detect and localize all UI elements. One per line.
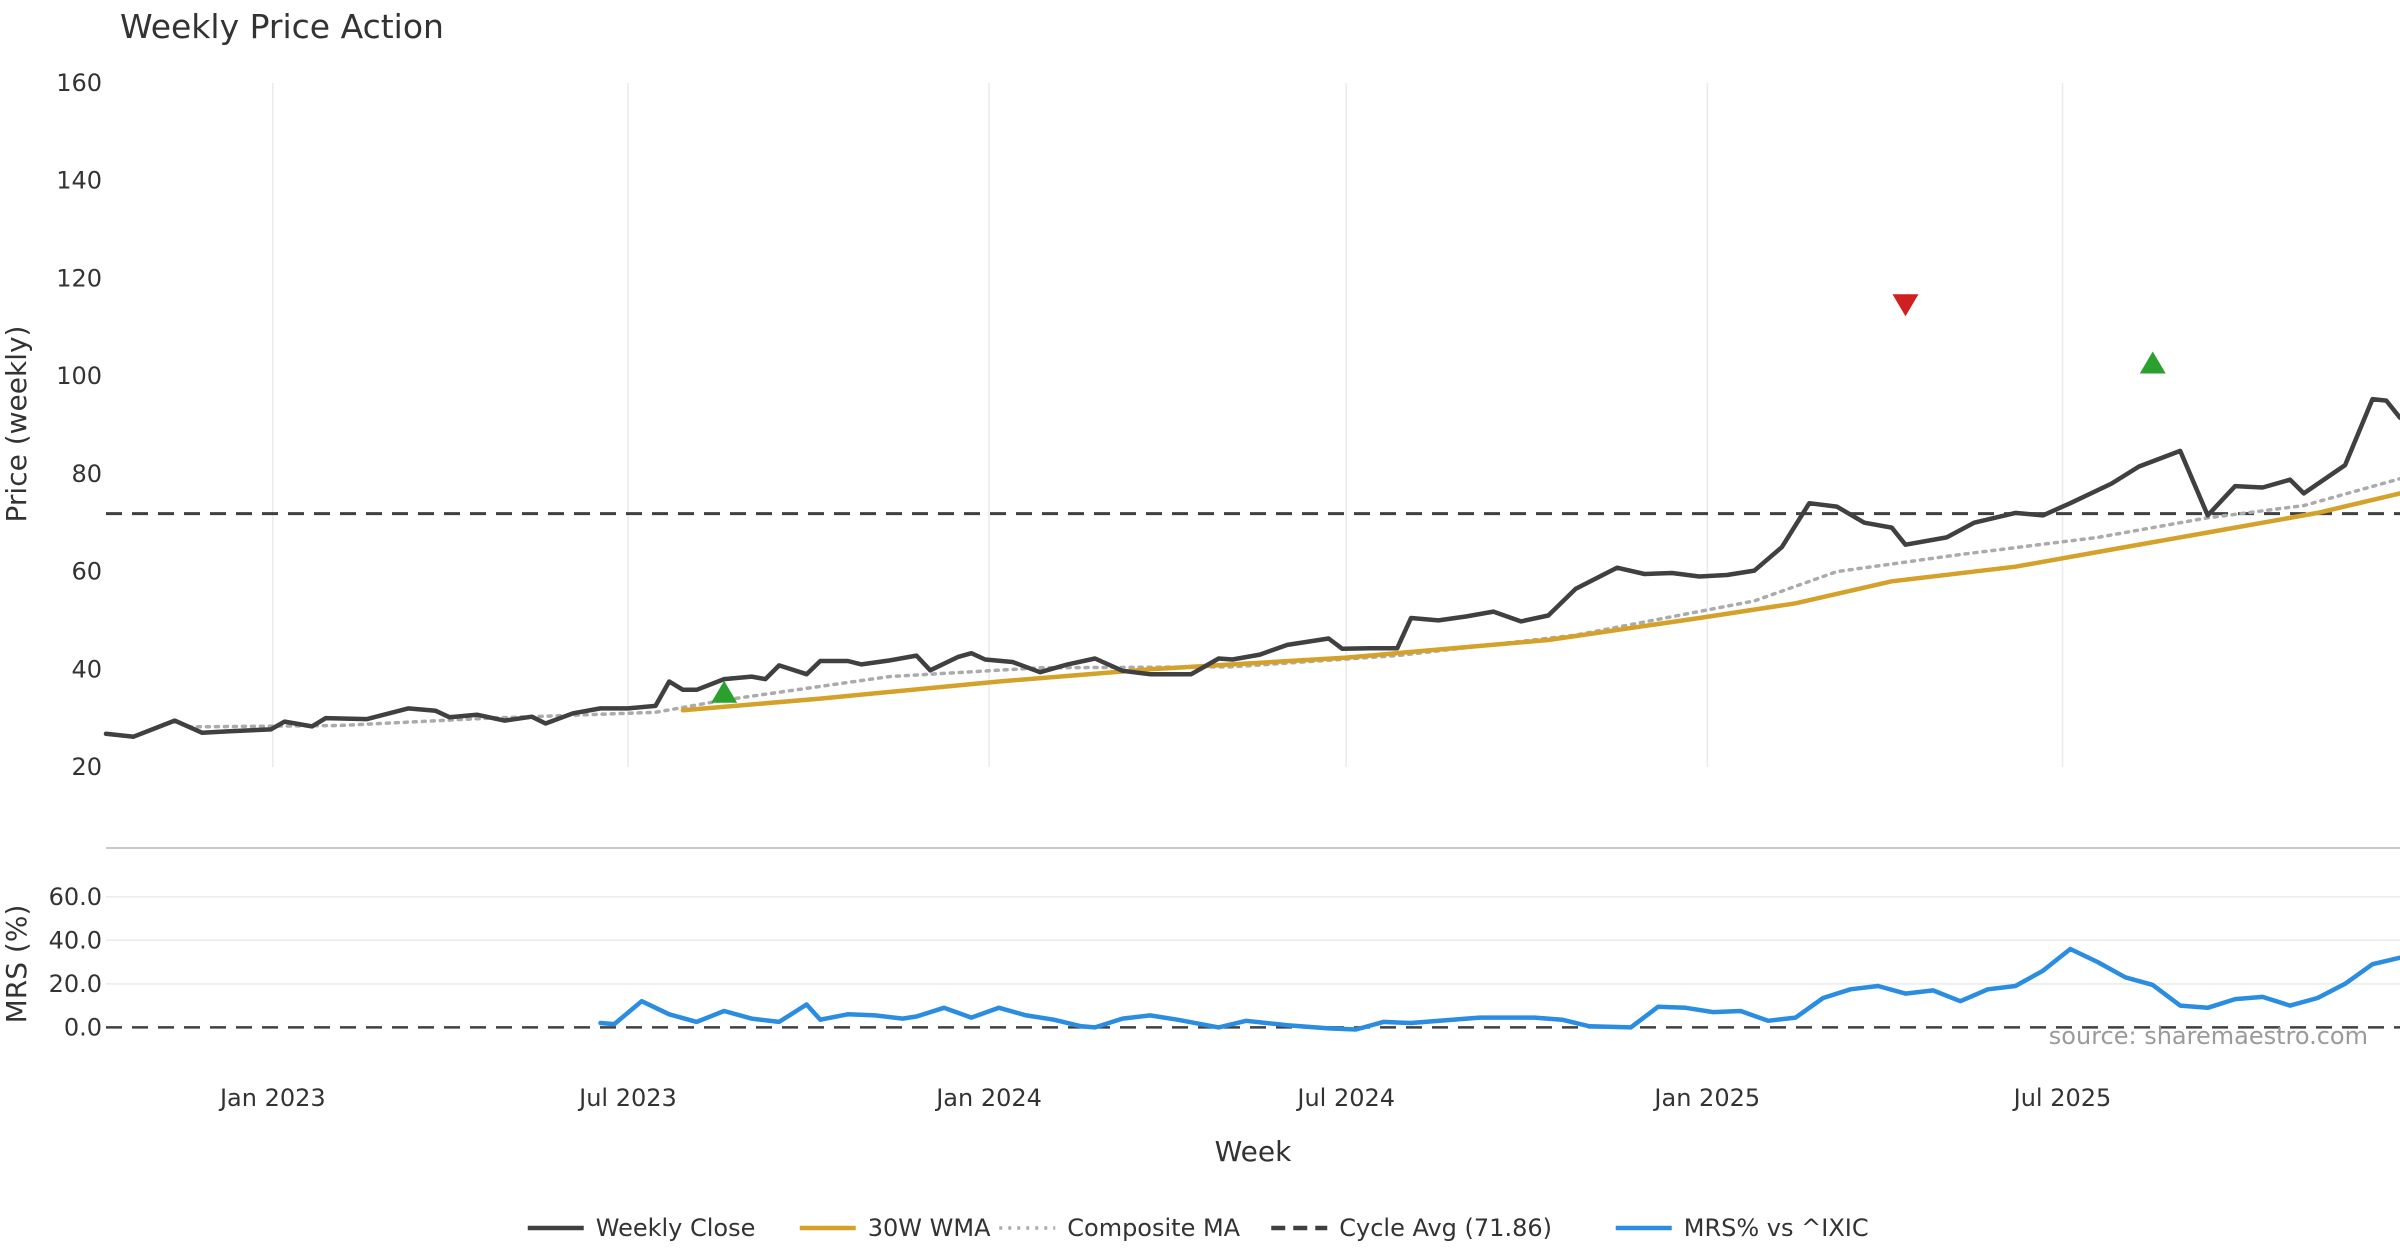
weekly-close-line — [103, 396, 2400, 739]
legend-item: Cycle Avg (71.86) — [1271, 1214, 1552, 1242]
source-watermark: source: sharemaestro.com — [2049, 1022, 2368, 1050]
mrs-y-tick-label: 60.0 — [49, 883, 102, 911]
signal-markers — [711, 294, 2166, 703]
mrs-y-axis-label: MRS (%) — [0, 905, 33, 1024]
price-series-lines — [103, 396, 2400, 739]
price-y-tick-label: 120 — [56, 264, 102, 292]
legend-item: Weekly Close — [527, 1214, 756, 1242]
x-tick-label: Jan 2023 — [218, 1084, 326, 1112]
mrs-y-tick-label: 40.0 — [49, 926, 102, 954]
legend-item: MRS% vs ^IXIC — [1615, 1214, 1869, 1242]
price-y-tick-labels: 20 40 60 80 100 120 140 160 — [56, 69, 102, 781]
legend-label: 30W WMA — [868, 1214, 991, 1242]
legend: Weekly Close 30W WMA Composite MA Cycle Avg… — [527, 1214, 1869, 1242]
price-y-tick-label: 160 — [56, 69, 102, 97]
mrs-ixic-line — [598, 946, 2400, 1032]
price-y-axis-label: Price (weekly) — [0, 326, 33, 523]
x-tick-label: Jul 2025 — [2012, 1084, 2112, 1112]
buy-signal-marker — [711, 680, 738, 703]
price-y-tick-label: 140 — [56, 167, 102, 195]
price-gridlines — [272, 83, 2064, 767]
sell-signal-marker — [1892, 294, 1919, 317]
legend-item: Composite MA — [999, 1214, 1241, 1242]
price-y-tick-label: 40 — [71, 655, 102, 683]
price-y-tick-label: 60 — [71, 558, 102, 586]
mrs-y-tick-label: 0.0 — [64, 1013, 102, 1041]
legend-label: Cycle Avg (71.86) — [1339, 1214, 1552, 1242]
buy-signal-marker — [2139, 351, 2166, 374]
x-tick-label: Jul 2024 — [1295, 1084, 1395, 1112]
mrs-y-tick-labels: 0.0 20.0 40.0 60.0 — [49, 883, 102, 1042]
price-y-tick-label: 100 — [56, 362, 102, 390]
wma-30w-line — [680, 491, 2400, 713]
x-axis-label: Week — [1215, 1135, 1292, 1168]
legend-item: 30W WMA — [799, 1214, 991, 1242]
price-y-tick-label: 80 — [71, 460, 102, 488]
chart-title: Weekly Price Action — [120, 7, 444, 46]
x-tick-labels: Jan 2023 Jul 2023 Jan 2024 Jul 2024 Jan 2025… — [218, 1084, 2111, 1112]
x-tick-label: Jan 2025 — [1652, 1084, 1760, 1112]
x-tick-label: Jan 2024 — [934, 1084, 1042, 1112]
composite-ma-line — [186, 476, 2400, 729]
mrs-y-tick-label: 20.0 — [49, 970, 102, 998]
mrs-gridlines — [106, 896, 2400, 985]
price-y-tick-label: 20 — [71, 753, 102, 781]
mrs-series-lines — [598, 946, 2400, 1032]
legend-label: Composite MA — [1067, 1214, 1240, 1242]
legend-label: Weekly Close — [596, 1214, 756, 1242]
legend-label: MRS% vs ^IXIC — [1684, 1214, 1869, 1242]
x-tick-label: Jul 2023 — [577, 1084, 677, 1112]
